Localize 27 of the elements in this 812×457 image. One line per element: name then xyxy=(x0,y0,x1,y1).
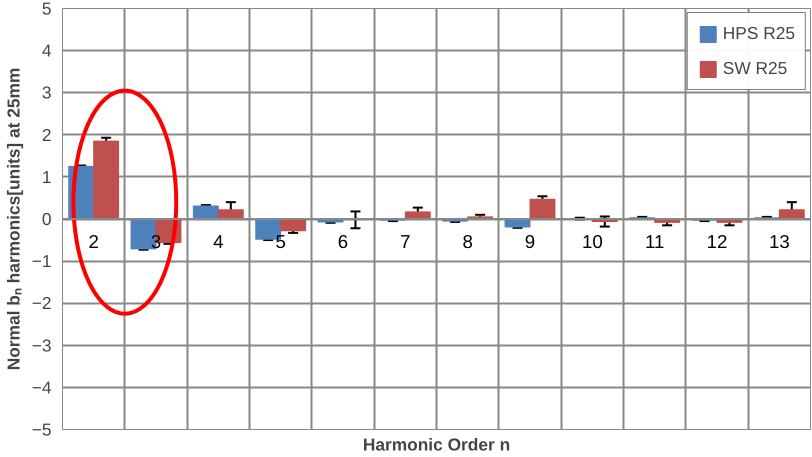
y-tick-label: 3 xyxy=(42,82,52,103)
x-tick-label: 10 xyxy=(582,231,603,252)
y-tick-label: −5 xyxy=(32,420,52,440)
y-tick-label: 1 xyxy=(42,166,52,187)
x-tick-label: 6 xyxy=(338,231,348,252)
x-axis-title: Harmonic Order n xyxy=(362,434,510,454)
legend-label: SW R25 xyxy=(722,58,788,79)
x-tick-label: 3 xyxy=(150,231,162,252)
legend-label: HPS R25 xyxy=(722,23,795,44)
y-tick-label: 0 xyxy=(42,209,52,229)
x-tick-label: 2 xyxy=(88,231,99,252)
x-tick-label: 9 xyxy=(524,231,536,252)
x-tick-label: 4 xyxy=(213,231,224,252)
x-tick-label: 7 xyxy=(400,231,411,252)
y-tick-label: −3 xyxy=(32,335,52,356)
y-tick-label: 4 xyxy=(42,40,52,61)
x-tick-label: 11 xyxy=(644,231,664,252)
y-tick-label: 5 xyxy=(42,0,52,18)
x-tick-label: 5 xyxy=(275,231,286,252)
y-tick-label: −1 xyxy=(32,251,52,272)
y-axis-title: Normal bₙ harmonics[units] at 25mm xyxy=(4,68,24,370)
x-tick-label: 8 xyxy=(462,231,473,252)
x-tick-label: 12 xyxy=(706,231,728,252)
y-tick-label: 2 xyxy=(42,124,52,145)
y-tick-label: −4 xyxy=(32,377,52,398)
x-tick-label: 13 xyxy=(768,231,790,252)
y-tick-label: −2 xyxy=(32,293,52,314)
